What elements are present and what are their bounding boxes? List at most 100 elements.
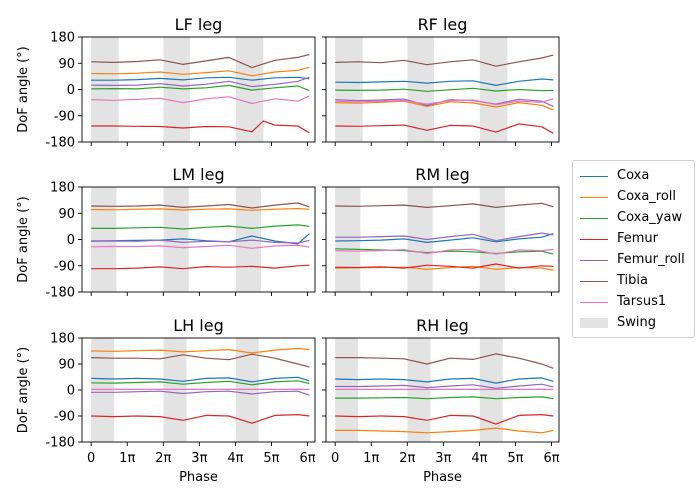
y-axis-label: DoF angle (°) xyxy=(16,347,31,433)
legend-entry-coxa_yaw: Coxa_yaw xyxy=(573,209,694,229)
series-line-femur_roll xyxy=(335,383,554,389)
legend-entry-tibia: Tibia xyxy=(573,272,694,292)
legend-swatch xyxy=(580,260,608,261)
series-line-tarsus1 xyxy=(91,244,310,249)
series-line-coxa xyxy=(91,233,310,245)
plot-frame xyxy=(325,186,560,293)
panel-title: RM leg xyxy=(415,165,469,184)
series-line-femur_roll xyxy=(335,232,554,242)
y-tick-label: 180 xyxy=(50,332,75,347)
x-tick-label: 5π xyxy=(507,451,523,466)
panel-lm-leg: LM leg -180 -90 0 90 180 DoF angle (°) xyxy=(16,165,316,301)
series-line-femur xyxy=(335,414,554,425)
series-line-tibia xyxy=(91,202,310,209)
series-line-tibia xyxy=(335,54,554,67)
series-line-coxa_yaw xyxy=(91,380,310,386)
x-tick-label: 6π xyxy=(299,451,315,466)
series-line-coxa xyxy=(335,233,554,243)
legend-entry-femur: Femur xyxy=(573,230,694,250)
y-tick-label: 90 xyxy=(58,207,75,222)
x-axis-label: Phase xyxy=(423,470,462,485)
y-tick-label: 90 xyxy=(58,57,75,72)
swing-band xyxy=(335,187,361,292)
panel-lf-leg: LF leg -180 -90 0 90 180 DoF angle (°) xyxy=(16,15,316,151)
series-line-femur_roll xyxy=(91,390,310,396)
series-line-tarsus1 xyxy=(335,248,554,255)
x-tick-label: 0 xyxy=(87,451,95,466)
series-line-femur xyxy=(335,123,554,134)
plot-frame xyxy=(81,186,316,293)
swing-band xyxy=(91,187,117,292)
panel-title: LF leg xyxy=(175,15,223,34)
x-tick-label: 1π xyxy=(119,451,135,466)
legend-entry-swing: Swing xyxy=(573,314,694,334)
y-tick-label: 0 xyxy=(67,83,75,98)
legend-label: Swing xyxy=(617,315,656,330)
x-tick-label: 1π xyxy=(363,451,379,466)
legend-swatch xyxy=(580,197,608,198)
x-tick-label: 2π xyxy=(399,451,415,466)
series-line-coxa xyxy=(91,376,310,383)
series-line-femur_roll xyxy=(91,76,310,88)
panel-rh-leg: RH leg 0 1π 2π 3π 4π 5π 6π Phase xyxy=(322,316,560,485)
x-tick-label: 2π xyxy=(155,451,171,466)
series-line-femur xyxy=(91,120,310,134)
y-axis-label: DoF angle (°) xyxy=(16,46,31,132)
y-tick-label: 0 xyxy=(67,384,75,399)
swing-band xyxy=(91,37,119,142)
series-line-coxa_roll xyxy=(91,66,310,77)
legend-label: Coxa_yaw xyxy=(617,210,683,225)
series-line-coxa xyxy=(335,78,554,86)
y-tick-label: -90 xyxy=(54,410,75,425)
y-tick-label: -90 xyxy=(54,259,75,274)
y-tick-label: 0 xyxy=(67,233,75,248)
series-line-tarsus1 xyxy=(91,95,310,105)
series-line-femur xyxy=(335,263,554,269)
series-line-femur xyxy=(91,264,310,270)
y-tick-label: -180 xyxy=(45,436,75,451)
x-tick-label: 5π xyxy=(263,451,279,466)
y-tick-label: -180 xyxy=(45,286,75,301)
series-line-coxa_yaw xyxy=(335,87,554,92)
legend-label: Femur_roll xyxy=(617,252,685,267)
x-tick-label: 4π xyxy=(227,451,243,466)
swing-band xyxy=(335,37,363,142)
legend-label: Tibia xyxy=(617,273,648,288)
series-line-coxa_yaw xyxy=(91,224,310,230)
x-tick-label: 0 xyxy=(331,451,339,466)
panel-lh-leg: LH leg -180 -90 0 90 180 0 1π 2π 3π 4π 5π 6π DoF angl… xyxy=(16,316,316,485)
panel-title: LM leg xyxy=(172,165,224,184)
x-axis-label: Phase xyxy=(179,470,218,485)
legend-swatch xyxy=(580,281,608,282)
legend-entry-coxa_roll: Coxa_roll xyxy=(573,188,694,208)
legend-label: Coxa_roll xyxy=(617,189,677,204)
legend: Coxa Coxa_roll Coxa_yaw Femur Femur_roll Tibi… xyxy=(572,160,695,338)
series-line-coxa xyxy=(335,377,554,384)
x-tick-label: 4π xyxy=(471,451,487,466)
series-line-coxa_yaw xyxy=(335,396,554,400)
series-line-coxa_roll xyxy=(91,208,310,211)
x-tick-label: 3π xyxy=(435,451,451,466)
y-tick-label: -90 xyxy=(54,109,75,124)
y-tick-label: 90 xyxy=(58,358,75,373)
panel-title: RF leg xyxy=(418,15,468,34)
y-tick-label: -180 xyxy=(45,136,75,151)
y-tick-label: 180 xyxy=(50,181,75,196)
y-tick-label: 180 xyxy=(50,31,75,46)
panel-title: RH leg xyxy=(416,316,469,335)
legend-swatch xyxy=(580,302,608,303)
series-line-tarsus1 xyxy=(335,98,554,106)
series-line-femur_roll xyxy=(91,239,310,244)
legend-swatch xyxy=(580,318,608,328)
series-line-coxa_roll xyxy=(91,347,310,354)
series-line-coxa_yaw xyxy=(335,248,554,255)
legend-label: Femur xyxy=(617,231,659,246)
panel-rf-leg: RF leg xyxy=(322,15,560,146)
series-line-coxa_yaw xyxy=(91,84,310,91)
series-line-tibia xyxy=(91,53,310,69)
series-line-femur xyxy=(91,414,310,424)
legend-swatch xyxy=(580,239,608,240)
legend-label: Tarsus1 xyxy=(617,294,667,309)
legend-entry-tarsus1: Tarsus1 xyxy=(573,293,694,313)
